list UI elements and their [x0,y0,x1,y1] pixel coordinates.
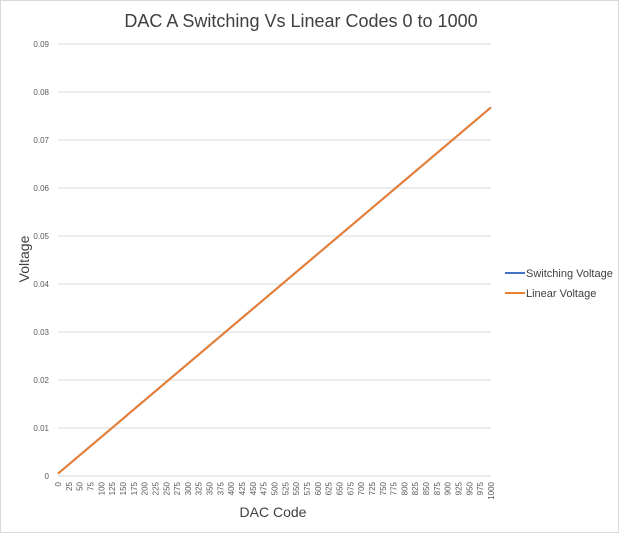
x-tick-label: 825 [411,481,420,495]
y-tick-label: 0.03 [33,328,49,337]
y-tick-label: 0.08 [33,88,49,97]
x-tick-label: 650 [335,481,344,495]
x-tick-label: 0 [54,481,63,486]
y-tick-label: 0.07 [33,136,49,145]
x-tick-label: 150 [119,481,128,495]
x-tick-label: 75 [86,481,95,490]
y-axis-ticks: 0 0.01 0.02 0.03 0.04 0.05 0.06 0.07 0.08 0.09 [33,40,49,481]
x-tick-label: 250 [162,481,171,495]
x-tick-label: 925 [455,481,464,495]
x-tick-label: 850 [422,481,431,495]
y-tick-label: 0.09 [33,40,49,49]
legend: Switching Voltage Linear Voltage [505,268,613,300]
x-tick-label: 775 [390,481,399,495]
y-tick-label: 0.01 [33,424,49,433]
x-tick-label: 125 [108,481,117,495]
x-tick-label: 350 [206,481,215,495]
x-tick-label: 450 [249,481,258,495]
x-axis-label: DAC Code [240,504,307,520]
x-tick-label: 725 [368,481,377,495]
legend-label: Linear Voltage [526,288,596,300]
x-tick-label: 675 [346,481,355,495]
x-tick-label: 475 [260,481,269,495]
y-tick-label: 0.02 [33,376,49,385]
y-tick-label: 0.04 [33,280,49,289]
x-tick-label: 500 [271,481,280,495]
x-tick-label: 975 [476,481,485,495]
x-tick-label: 1000 [487,481,496,499]
x-tick-label: 375 [216,481,225,495]
x-tick-label: 800 [400,481,409,495]
series-line-linear-voltage [57,106,492,475]
x-tick-label: 275 [173,481,182,495]
x-tick-label: 575 [303,481,312,495]
x-tick-label: 525 [281,481,290,495]
x-tick-label: 625 [325,481,334,495]
x-tick-label: 325 [195,481,204,495]
x-tick-label: 425 [238,481,247,495]
x-tick-label: 875 [433,481,442,495]
x-tick-label: 200 [141,481,150,495]
x-tick-label: 900 [444,481,453,495]
x-tick-label: 225 [151,481,160,495]
y-axis-label: Voltage [16,235,32,282]
x-axis-ticks: 0 25 50 75 100 125 150 175 200 225 250 275 300 325 350… [54,475,496,500]
gridlines [58,43,491,477]
x-tick-label: 550 [292,481,301,495]
y-tick-label: 0 [45,472,50,481]
x-tick-label: 175 [130,481,139,495]
x-tick-label: 25 [65,481,74,490]
x-tick-label: 400 [227,481,236,495]
x-tick-label: 100 [97,481,106,495]
x-tick-label: 700 [357,481,366,495]
x-tick-label: 600 [314,481,323,495]
x-tick-label: 950 [465,481,474,495]
x-tick-label: 300 [184,481,193,495]
x-tick-label: 750 [379,481,388,495]
chart-title: DAC A Switching Vs Linear Codes 0 to 100… [124,11,477,31]
series-lines [57,106,492,475]
legend-label: Switching Voltage [526,268,613,280]
y-tick-label: 0.06 [33,184,49,193]
y-tick-label: 0.05 [33,232,49,241]
x-tick-label: 50 [76,481,85,490]
